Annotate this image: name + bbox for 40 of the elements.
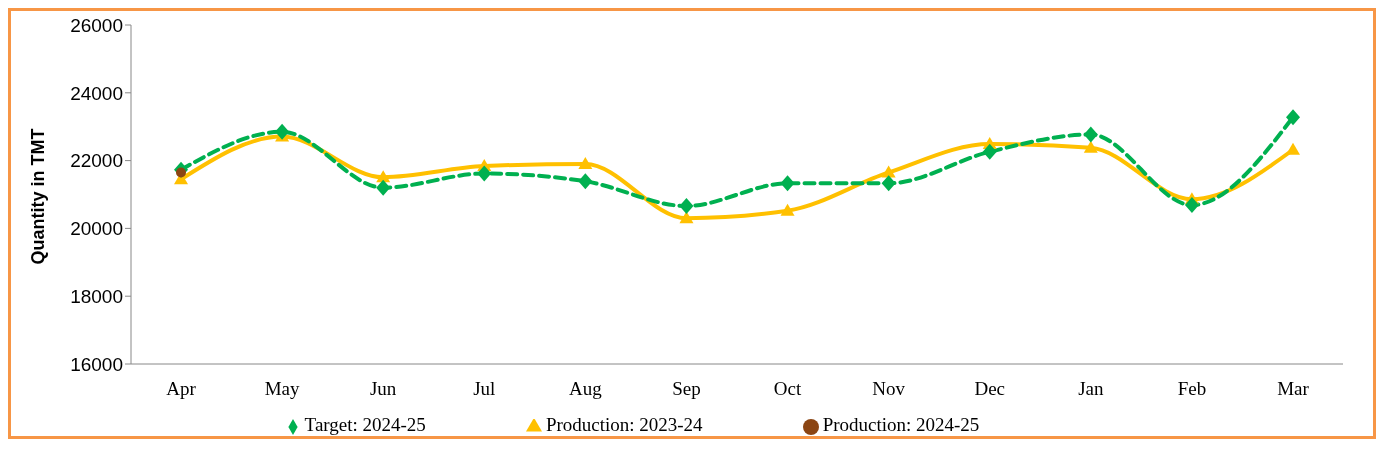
y-tick-label: 20000	[70, 218, 123, 240]
x-tick-label: Oct	[773, 378, 802, 400]
x-tick-label: Sep	[672, 378, 701, 400]
y-tick-label: 18000	[70, 285, 123, 307]
point	[1286, 142, 1300, 155]
point	[477, 165, 492, 182]
y-tick-label: 26000	[70, 14, 123, 36]
x-tick-label: Jan	[1078, 378, 1104, 400]
point	[679, 211, 694, 224]
y-axis-title: Quantity in TMT	[28, 128, 49, 265]
point	[1184, 197, 1199, 214]
x-tick-label: Jun	[369, 378, 397, 400]
x-tick-label: Dec	[974, 378, 1006, 400]
x-tick-label: Nov	[872, 378, 906, 400]
y-tick-label: 24000	[70, 82, 123, 104]
legend-label: Production: 2023-24	[545, 414, 703, 435]
x-tick-label: Aug	[569, 378, 603, 400]
point	[780, 175, 795, 192]
point	[1083, 140, 1098, 153]
point	[1286, 109, 1300, 126]
point	[1083, 126, 1098, 143]
point	[679, 198, 694, 215]
x-tick-label: Mar	[1277, 378, 1310, 400]
legend-label: Target: 2024-25	[304, 414, 426, 435]
y-tick-label: 22000	[70, 150, 123, 172]
point	[578, 156, 593, 169]
point	[275, 123, 290, 140]
x-tick-label: May	[264, 378, 300, 400]
x-tick-label: Jul	[473, 378, 496, 400]
point	[780, 203, 795, 216]
x-tick-label: Feb	[1177, 378, 1207, 400]
point	[376, 179, 391, 196]
point	[376, 170, 391, 183]
point	[881, 175, 896, 192]
x-tick-label: Apr	[166, 378, 197, 400]
legend-label: Production: 2024-25	[822, 414, 980, 435]
point	[982, 143, 997, 160]
y-tick-label: 16000	[70, 353, 123, 375]
frame: Target: 2024-25 Production: 2023-24 Production: 2024-25 Apr May Jun Jul Aug Sep Oct Nov Dec Jan Feb Mar 16000 18000 20000 22000 24000 26000 Quantity in TMT	[8, 8, 1376, 439]
point	[578, 173, 593, 190]
